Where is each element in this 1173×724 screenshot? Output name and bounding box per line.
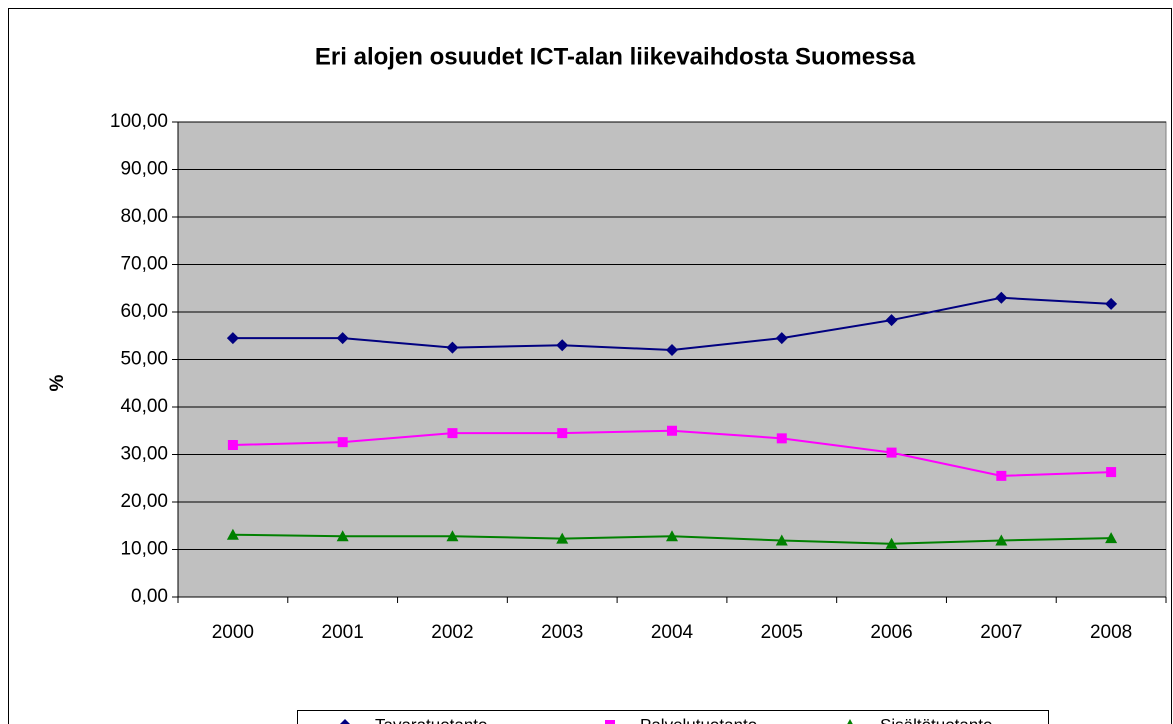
marker	[886, 447, 897, 458]
marker	[446, 341, 459, 354]
x-tick-label: 2000	[212, 622, 254, 643]
x-tick-label: 2001	[322, 622, 364, 643]
chart-title: Eri alojen osuudet ICT-alan liikevaihdos…	[315, 43, 916, 70]
marker	[1105, 532, 1118, 544]
marker	[226, 332, 239, 345]
marker	[226, 528, 239, 540]
marker	[775, 534, 788, 546]
y-tick-label: 100,00	[110, 111, 168, 132]
marker	[605, 720, 615, 724]
y-tick-label: 90,00	[120, 159, 168, 180]
marker	[1105, 297, 1118, 310]
marker	[885, 537, 898, 549]
y-tick-label: 80,00	[120, 206, 168, 227]
x-tick-label: 2008	[1090, 622, 1132, 643]
y-tick-label: 60,00	[120, 301, 168, 322]
x-tick-label: 2002	[431, 622, 473, 643]
marker	[336, 530, 349, 542]
marker	[995, 534, 1008, 546]
marker	[340, 719, 350, 724]
marker	[666, 344, 678, 356]
marker	[556, 532, 569, 544]
y-tick-label: 30,00	[120, 444, 168, 465]
marker	[337, 437, 348, 448]
x-tick-label: 2007	[980, 622, 1022, 643]
marker	[847, 719, 853, 724]
y-tick-label: 70,00	[120, 254, 168, 275]
marker	[446, 530, 459, 542]
y-tick-label: 50,00	[120, 349, 168, 370]
marker	[227, 440, 238, 450]
legend-box	[297, 710, 1049, 724]
y-tick-label: 10,00	[120, 539, 168, 560]
legend-label: Tavaratuotanto	[375, 715, 487, 724]
marker	[336, 332, 349, 345]
y-tick-label: 0,00	[131, 586, 168, 607]
marker	[1106, 467, 1117, 478]
marker	[885, 314, 898, 327]
marker	[666, 530, 678, 542]
legend-label: Sisältötuotanto	[880, 715, 992, 724]
marker	[996, 470, 1007, 481]
y-tick-label: 20,00	[120, 491, 168, 512]
marker	[557, 428, 568, 439]
marker	[667, 425, 677, 436]
y-tick-label: 40,00	[120, 396, 168, 417]
marker	[775, 332, 788, 345]
x-tick-label: 2006	[870, 622, 912, 643]
marker	[995, 291, 1008, 304]
x-tick-label: 2005	[761, 622, 803, 643]
y-axis-label: %	[47, 374, 68, 391]
marker	[776, 433, 787, 444]
x-tick-label: 2004	[651, 622, 694, 643]
marker	[447, 428, 458, 439]
marker	[556, 339, 569, 352]
legend-label: Palvelutuotanto	[640, 715, 757, 724]
x-tick-label: 2003	[541, 622, 583, 643]
